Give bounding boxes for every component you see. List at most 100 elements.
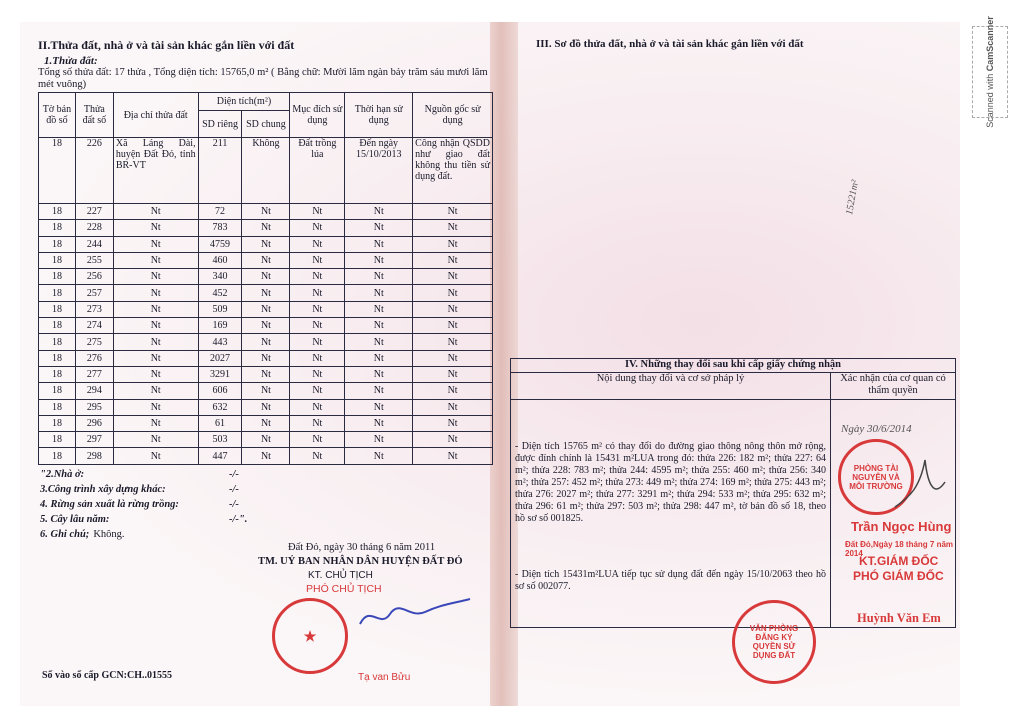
table-cell: 18 bbox=[38, 235, 76, 253]
table-cell: Nt bbox=[112, 333, 199, 351]
table-cell: Nt bbox=[344, 251, 414, 270]
table-cell: 297 bbox=[74, 431, 114, 449]
asset-item: 3.Công trình xây dựng khác: -/- bbox=[40, 482, 247, 497]
table-cell: 18 bbox=[38, 268, 76, 286]
table-cell: Nt bbox=[412, 333, 493, 351]
table-cell: Nt bbox=[241, 202, 291, 221]
table-cell: 226 bbox=[74, 137, 114, 204]
asset-label: 3.Công trình xây dựng khác: bbox=[40, 484, 166, 495]
table-row: 18 274 Nt 169 Nt Nt Nt Nt bbox=[38, 317, 493, 335]
table-cell: Nt bbox=[289, 235, 346, 253]
asset-item: 4. Rừng sản xuất là rừng trồng: -/- bbox=[40, 497, 247, 512]
confirm-title-2: PHÓ GIÁM ĐỐC bbox=[853, 569, 944, 583]
table-cell: Nt bbox=[289, 219, 346, 237]
table-cell: Nt bbox=[412, 349, 493, 367]
table-cell: Nt bbox=[241, 414, 291, 433]
table-cell: 606 bbox=[197, 382, 243, 400]
table-row: 18 256 Nt 340 Nt Nt Nt Nt bbox=[38, 268, 493, 286]
table-cell: Nt bbox=[241, 251, 291, 270]
table-cell: 257 bbox=[74, 284, 114, 302]
watermark-brand: CamScanner bbox=[985, 16, 995, 72]
handwritten-date: Ngày 30/6/2014 bbox=[841, 423, 912, 435]
signer-title-1: KT. CHỦ TỊCH bbox=[308, 570, 373, 581]
table-cell: 18 bbox=[38, 382, 76, 400]
section-iii-title: III. Sơ đồ thửa đất, nhà ở và tài sản kh… bbox=[536, 38, 804, 50]
table-row: 18 294 Nt 606 Nt Nt Nt Nt bbox=[38, 382, 493, 400]
table-cell: 632 bbox=[197, 398, 243, 416]
table-row: 18 227 Nt 72 Nt Nt Nt Nt bbox=[38, 202, 493, 221]
table-cell: Nt bbox=[412, 447, 493, 465]
header-shared: SD chung bbox=[241, 110, 291, 138]
table-cell: 18 bbox=[38, 414, 76, 433]
table-cell: 294 bbox=[74, 382, 114, 400]
header-map-sheet: Tờ bản đồ số bbox=[38, 92, 76, 138]
table-cell: Nt bbox=[289, 202, 346, 221]
header-address: Địa chỉ thửa đất bbox=[112, 92, 199, 138]
table-cell: Nt bbox=[112, 349, 199, 367]
asset-value: -/- bbox=[229, 499, 239, 510]
table-cell: Nt bbox=[241, 235, 291, 253]
official-seal: ★ bbox=[272, 598, 348, 674]
header-parcel: Thửa đất số bbox=[74, 92, 114, 138]
table-row: 18 228 Nt 783 Nt Nt Nt Nt bbox=[38, 219, 493, 237]
table-cell: Nt bbox=[412, 365, 493, 384]
asset-value: Không. bbox=[93, 529, 125, 540]
margin-note: 15221m² bbox=[844, 179, 862, 216]
table-row: 18 226 Xã Láng Dài, huyện Đất Đỏ, tỉnh BR-… bbox=[38, 137, 493, 204]
other-assets-list: "2.Nhà ở: -/- 3.Công trình xây dựng khác: -… bbox=[40, 467, 247, 542]
table-cell: 503 bbox=[197, 431, 243, 449]
table-cell: 295 bbox=[74, 398, 114, 416]
table-cell: Nt bbox=[289, 284, 346, 302]
table-cell: Nt bbox=[112, 365, 199, 384]
table-cell: 452 bbox=[197, 284, 243, 302]
confirm-date: Đất Đỏ,Ngày 18 tháng 7 năm 2014 bbox=[845, 540, 954, 558]
table-row: 18 298 Nt 447 Nt Nt Nt Nt bbox=[38, 447, 493, 465]
table-cell: Nt bbox=[412, 219, 493, 237]
asset-item: "2.Nhà ở: -/- bbox=[40, 467, 247, 482]
table-cell: Nt bbox=[289, 414, 346, 433]
signer-1-name: Trần Ngọc Hùng bbox=[851, 519, 952, 534]
asset-label: "2.Nhà ở: bbox=[40, 469, 85, 480]
table-cell: Nt bbox=[344, 300, 414, 319]
table-cell: Nt bbox=[241, 333, 291, 351]
page-fold bbox=[490, 22, 518, 706]
table-cell: 276 bbox=[74, 349, 114, 367]
table-cell: 18 bbox=[38, 317, 76, 335]
asset-value: -/- bbox=[229, 469, 239, 480]
table-cell: Nt bbox=[412, 431, 493, 449]
table-cell: Nt bbox=[412, 317, 493, 335]
table-cell: 340 bbox=[197, 268, 243, 286]
table-cell: Nt bbox=[344, 235, 414, 253]
table-cell: Nt bbox=[289, 398, 346, 416]
table-row: 18 273 Nt 509 Nt Nt Nt Nt bbox=[38, 300, 493, 319]
asset-value: -/- bbox=[229, 484, 239, 495]
table-cell: Nt bbox=[344, 284, 414, 302]
table-cell: Nt bbox=[344, 382, 414, 400]
table-cell: Nt bbox=[344, 447, 414, 465]
asset-value: -/-". bbox=[229, 514, 248, 525]
changes-title: IV. Những thay đổi sau khi cấp giấy chứn… bbox=[511, 359, 955, 373]
table-cell: 18 bbox=[38, 284, 76, 302]
table-row: 18 295 Nt 632 Nt Nt Nt Nt bbox=[38, 398, 493, 416]
table-cell: Nt bbox=[241, 300, 291, 319]
table-cell: Nt bbox=[112, 235, 199, 253]
table-cell: Nt bbox=[112, 202, 199, 221]
table-cell: 227 bbox=[74, 202, 114, 221]
summary-text: Tổng số thửa đất: 17 thửa , Tổng diện tí… bbox=[38, 67, 488, 90]
table-cell: Nt bbox=[412, 268, 493, 286]
table-cell: Nt bbox=[289, 300, 346, 319]
table-cell: Nt bbox=[344, 349, 414, 367]
table-cell: Nt bbox=[344, 333, 414, 351]
table-cell: 4759 bbox=[197, 235, 243, 253]
asset-item: 5. Cây lâu năm: -/-". bbox=[40, 512, 247, 527]
table-cell: 274 bbox=[74, 317, 114, 335]
table-cell: Nt bbox=[344, 219, 414, 237]
table-row: 18 275 Nt 443 Nt Nt Nt Nt bbox=[38, 333, 493, 351]
table-cell: 18 bbox=[38, 137, 76, 204]
department-seal: PHÒNG TÀI NGUYÊN VÀ MÔI TRƯỜNG bbox=[838, 439, 914, 515]
table-cell: 509 bbox=[197, 300, 243, 319]
table-cell: 275 bbox=[74, 333, 114, 351]
table-cell: 61 bbox=[197, 414, 243, 433]
table-cell: Không bbox=[241, 137, 291, 204]
parcel-table: Tờ bản đồ số Thửa đất số Địa chỉ thửa đất D… bbox=[38, 92, 493, 465]
